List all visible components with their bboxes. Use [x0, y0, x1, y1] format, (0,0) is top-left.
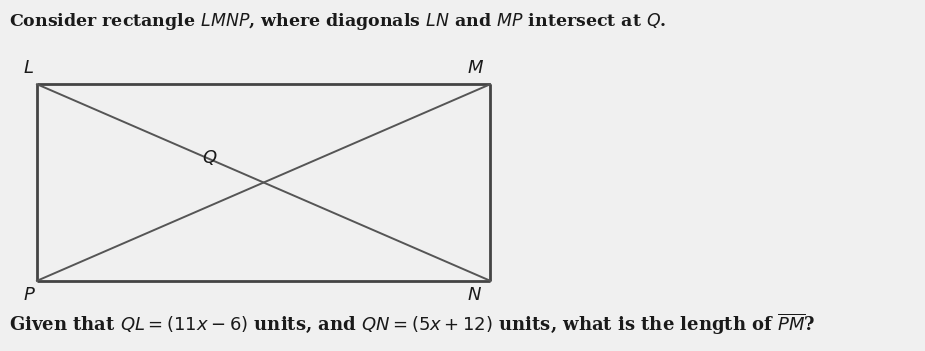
Text: Consider rectangle $LMNP$, where diagonals $LN$ and $MP$ intersect at $Q$.: Consider rectangle $LMNP$, where diagona… [9, 11, 667, 32]
Text: $P$: $P$ [23, 286, 36, 304]
Text: $L$: $L$ [23, 59, 34, 77]
Text: $M$: $M$ [467, 59, 484, 77]
Text: $N$: $N$ [467, 286, 482, 304]
Text: Given that $QL = (11x - 6)$ units, and $QN = (5x + 12)$ units, what is the lengt: Given that $QL = (11x - 6)$ units, and $… [9, 311, 816, 337]
Text: $Q$: $Q$ [202, 148, 217, 167]
